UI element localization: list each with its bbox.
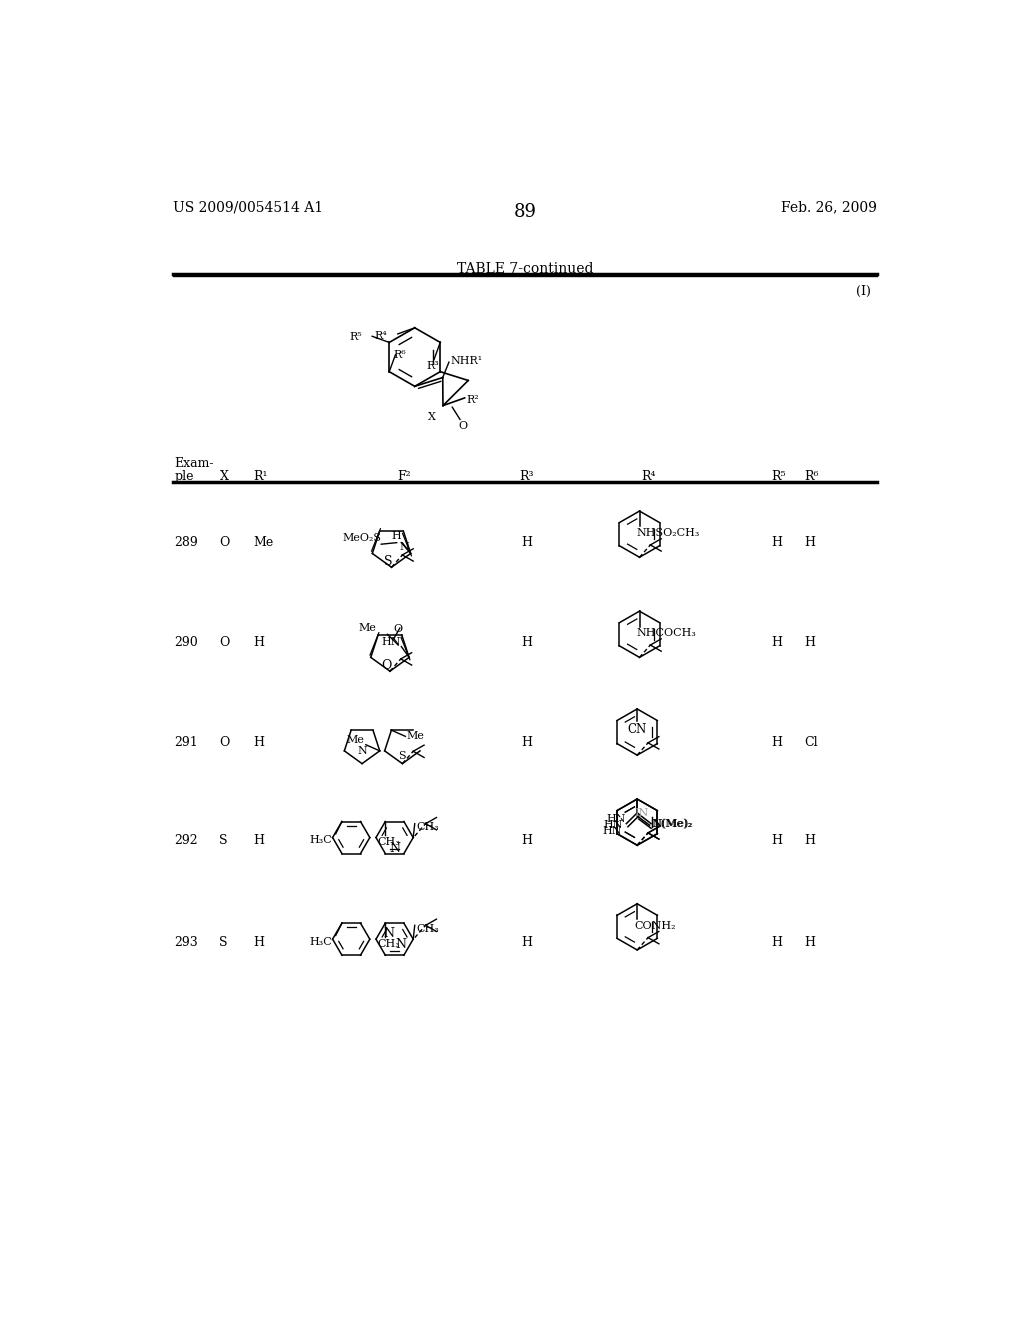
Text: R⁴: R⁴ xyxy=(375,331,387,341)
Text: X: X xyxy=(428,412,436,422)
Text: Me: Me xyxy=(407,731,425,742)
Text: CH₃: CH₃ xyxy=(378,939,400,949)
Text: X: X xyxy=(219,470,228,483)
Text: R²: R² xyxy=(466,395,479,405)
Text: H: H xyxy=(771,636,782,649)
Text: 289: 289 xyxy=(174,536,199,549)
Text: H: H xyxy=(521,834,531,847)
Text: H: H xyxy=(804,834,815,847)
Text: H: H xyxy=(254,636,264,649)
Text: R⁴: R⁴ xyxy=(642,470,656,483)
Text: HN: HN xyxy=(382,636,401,647)
Text: 291: 291 xyxy=(174,737,199,748)
Text: 292: 292 xyxy=(174,834,198,847)
Text: N: N xyxy=(399,543,410,552)
Text: O: O xyxy=(393,623,402,634)
Text: H: H xyxy=(521,536,531,549)
Text: H: H xyxy=(771,936,782,949)
Text: S: S xyxy=(384,556,392,568)
Text: N(Me)₂: N(Me)₂ xyxy=(651,818,692,829)
Text: O: O xyxy=(382,659,392,672)
Text: N: N xyxy=(389,842,400,855)
Text: H: H xyxy=(254,936,264,949)
Text: ple: ple xyxy=(174,470,194,483)
Text: Me: Me xyxy=(254,536,273,549)
Text: H: H xyxy=(521,636,531,649)
Text: R⁵: R⁵ xyxy=(349,331,361,342)
Text: IN: IN xyxy=(634,808,648,818)
Text: TABLE 7-continued: TABLE 7-continued xyxy=(457,263,593,276)
Text: R¹: R¹ xyxy=(254,470,268,483)
Text: 89: 89 xyxy=(513,203,537,220)
Text: NHR¹: NHR¹ xyxy=(451,356,482,366)
Text: H: H xyxy=(804,636,815,649)
Text: F²: F² xyxy=(397,470,411,483)
Text: Feb. 26, 2009: Feb. 26, 2009 xyxy=(780,201,877,215)
Text: CH₃: CH₃ xyxy=(417,822,439,832)
Text: R³: R³ xyxy=(426,360,439,371)
Text: O: O xyxy=(459,421,468,432)
Text: H: H xyxy=(771,834,782,847)
Text: H: H xyxy=(392,532,401,541)
Text: H: H xyxy=(521,936,531,949)
Text: S: S xyxy=(219,834,228,847)
Text: H₃C: H₃C xyxy=(310,836,333,845)
Text: CH₃: CH₃ xyxy=(378,837,400,847)
Text: H: H xyxy=(804,536,815,549)
Text: CONH₂: CONH₂ xyxy=(634,921,676,931)
Text: O: O xyxy=(219,737,229,748)
Text: H: H xyxy=(771,737,782,748)
Text: I: I xyxy=(617,817,622,828)
Text: R⁶: R⁶ xyxy=(804,470,818,483)
Text: NHSO₂CH₃: NHSO₂CH₃ xyxy=(636,528,699,539)
Text: MeO₂S: MeO₂S xyxy=(342,533,382,543)
Text: (I): (I) xyxy=(856,285,870,298)
Text: S: S xyxy=(219,936,228,949)
Text: 290: 290 xyxy=(174,636,199,649)
Text: 293: 293 xyxy=(174,936,199,949)
Text: Me: Me xyxy=(346,735,365,744)
Text: H: H xyxy=(804,936,815,949)
Text: O: O xyxy=(219,636,229,649)
Text: HN: HN xyxy=(607,814,627,825)
Text: N: N xyxy=(357,746,367,756)
Text: HN: HN xyxy=(602,826,622,837)
Text: NHCOCH₃: NHCOCH₃ xyxy=(636,628,696,638)
Text: N(Me)₂: N(Me)₂ xyxy=(652,818,693,829)
Text: S: S xyxy=(398,751,407,762)
Text: HN: HN xyxy=(604,820,624,830)
Text: Me: Me xyxy=(358,623,377,634)
Text: H₃C: H₃C xyxy=(310,937,333,946)
Text: H: H xyxy=(521,737,531,748)
Text: Exam-: Exam- xyxy=(174,457,214,470)
Text: R³: R³ xyxy=(519,470,534,483)
Text: R⁶: R⁶ xyxy=(393,350,406,360)
Text: N: N xyxy=(383,927,394,940)
Text: US 2009/0054514 A1: US 2009/0054514 A1 xyxy=(173,201,324,215)
Text: N: N xyxy=(395,939,407,952)
Text: H: H xyxy=(254,834,264,847)
Text: CH₃: CH₃ xyxy=(417,924,439,933)
Text: CN: CN xyxy=(628,723,647,735)
Text: Cl: Cl xyxy=(804,737,817,748)
Text: O: O xyxy=(219,536,229,549)
Text: R⁵: R⁵ xyxy=(771,470,785,483)
Text: H: H xyxy=(254,737,264,748)
Text: H: H xyxy=(771,536,782,549)
